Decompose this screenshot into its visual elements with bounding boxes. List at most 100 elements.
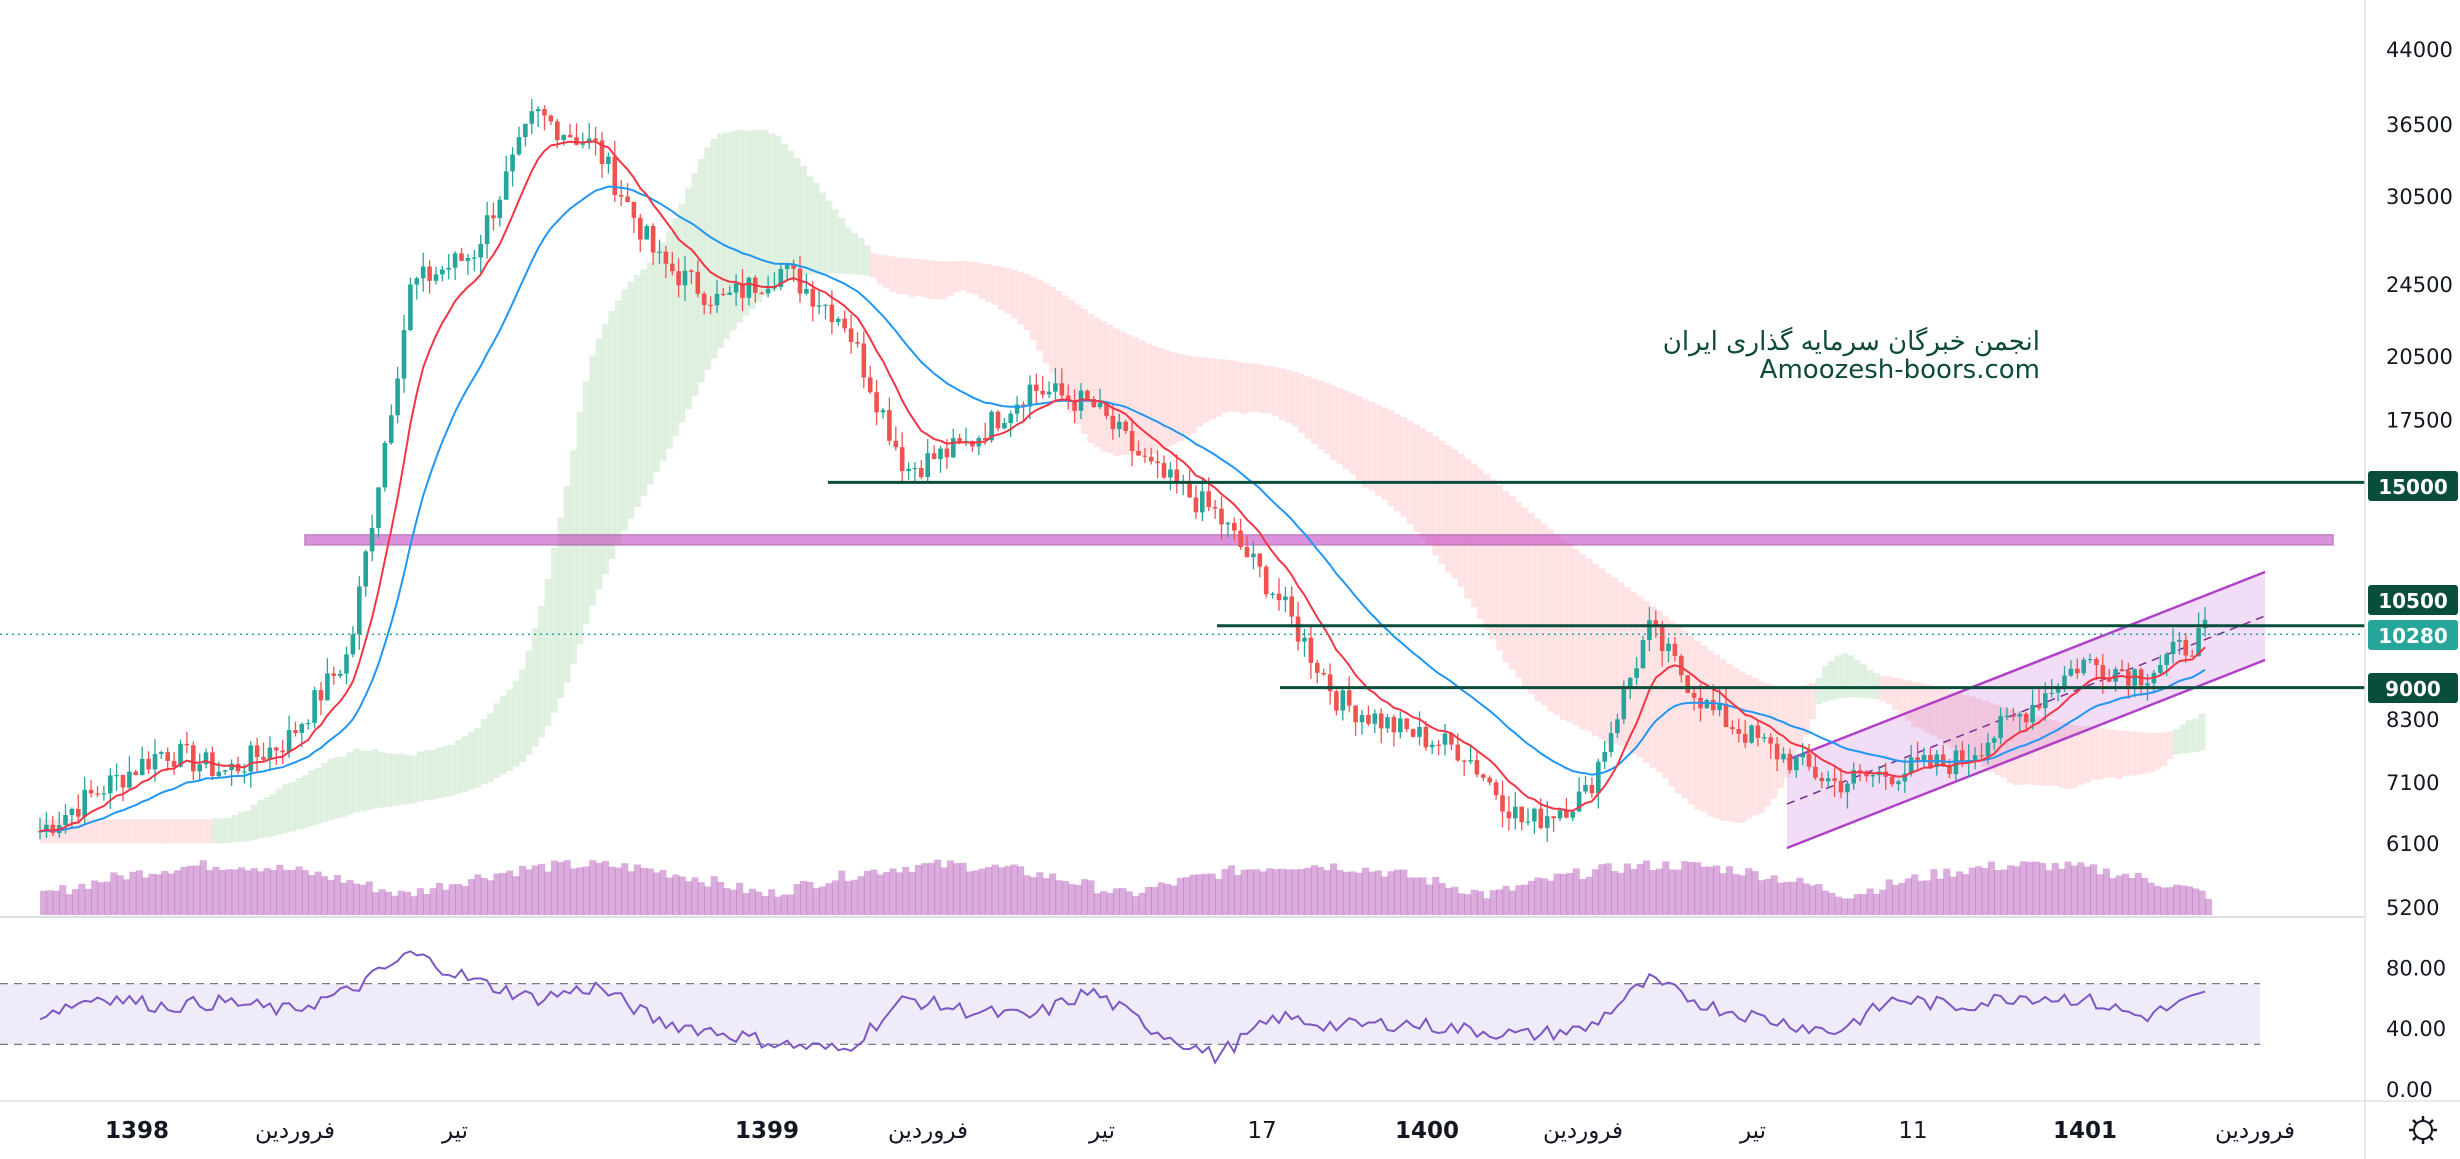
candle-body: [2004, 715, 2010, 717]
candle-body: [574, 137, 579, 145]
ema-slow-line: [39, 185, 2206, 833]
time-tick-label: فروردین: [255, 1118, 335, 1144]
rsi-axis[interactable]: 80.00 40.00 0.00: [2386, 956, 2446, 1102]
candle-body: [1940, 754, 1946, 765]
gear-ring: [2413, 1120, 2433, 1140]
candle-body: [989, 411, 994, 441]
cloud-segment: [1655, 610, 1663, 773]
volume-bar: [1981, 868, 1989, 915]
price-tick-label: 44000: [2386, 38, 2453, 62]
candle-body: [670, 263, 675, 272]
volume-bar: [787, 894, 795, 915]
candle-body: [2017, 713, 2023, 717]
volume-bar: [525, 869, 533, 915]
cloud-segment: [1668, 620, 1676, 787]
volume-bar: [1649, 870, 1657, 915]
cloud-segment: [2019, 712, 2027, 785]
candle-body: [1666, 643, 1671, 651]
volume-bar: [263, 868, 271, 915]
volume-bar: [621, 863, 629, 915]
candle-body: [784, 264, 790, 269]
candle-body: [459, 253, 464, 261]
horizontal-levels[interactable]: [0, 480, 2365, 690]
candle-body: [1723, 703, 1729, 728]
candle-body: [229, 763, 234, 771]
candle-body: [1596, 761, 1601, 794]
cloud-segment: [665, 232, 673, 449]
cloud-segment: [1393, 414, 1401, 512]
cloud-segment: [1413, 424, 1420, 532]
candle-body: [1391, 717, 1397, 733]
candle-body: [337, 673, 343, 676]
candle-body: [931, 453, 937, 460]
volume-bar: [1106, 892, 1114, 915]
volume-bar: [218, 870, 226, 915]
volume-bar: [1445, 887, 1453, 915]
volume-bar: [1259, 871, 1267, 915]
cloud-segment: [2198, 713, 2206, 751]
cloud-segment: [2045, 719, 2053, 786]
volume-bar: [1668, 869, 1676, 915]
volume-bar: [697, 882, 705, 915]
volume-bar: [1266, 868, 1274, 915]
candle-body: [510, 154, 515, 172]
time-tick-label: 1400: [1395, 1118, 1459, 1144]
cloud-segment: [672, 218, 680, 436]
volume-bar: [1087, 880, 1095, 915]
badge-label: 15000: [2378, 475, 2448, 499]
candle-body: [580, 143, 586, 145]
volume-bar: [1885, 879, 1893, 915]
volume-bar: [1630, 869, 1638, 915]
candle-body: [1691, 693, 1697, 698]
candle-body: [312, 690, 317, 723]
volume-bar: [2064, 861, 2072, 915]
time-axis[interactable]: 1398 فروردین تیر 1399 فروردین تیر 17 1400 فروردی…: [105, 1118, 2295, 1144]
candle-body: [727, 292, 732, 295]
candle-body: [1576, 791, 1582, 812]
volume-bar: [1208, 873, 1216, 915]
cloud-segment: [333, 757, 341, 819]
candle-body: [644, 226, 649, 240]
cloud-segment: [65, 819, 73, 844]
cloud-segment: [780, 143, 788, 283]
ascending-channel[interactable]: [1786, 570, 2266, 850]
cloud-segment: [1106, 324, 1114, 453]
gear-icon[interactable]: [2409, 1116, 2437, 1144]
volume-bar: [2147, 882, 2155, 915]
volume-bar: [1987, 861, 1995, 915]
candle-body: [1142, 455, 1148, 457]
cloud-segment: [1547, 529, 1555, 712]
cloud-segment: [1751, 678, 1759, 816]
cloud-segment: [998, 266, 1005, 310]
cloud-segment: [1349, 393, 1357, 474]
cloud-segment: [1240, 362, 1248, 414]
candle-body: [1276, 593, 1282, 601]
candle-body: [1008, 413, 1013, 423]
volume-bar: [269, 870, 277, 915]
cloud-segment: [819, 192, 826, 274]
volume-bar: [71, 889, 79, 915]
volume-bar: [1042, 878, 1050, 915]
cloud-segment: [1630, 591, 1638, 755]
volume-bar: [1521, 884, 1529, 915]
candle-body: [1040, 390, 1045, 395]
cloud-segment: [1489, 479, 1497, 640]
cloud-segment: [1298, 374, 1305, 433]
volume-bar: [633, 864, 641, 915]
volume-bar: [193, 865, 201, 915]
candle-body: [1672, 643, 1678, 656]
price-axis[interactable]: 44000 36500 30500 24500 20500 17500 8300 7100 61…: [2386, 38, 2453, 920]
time-tick-label: تیر: [441, 1118, 468, 1144]
volume-bar: [129, 871, 137, 915]
cloud-segment: [1623, 587, 1631, 751]
volume-bar: [231, 869, 239, 915]
cloud-segment: [595, 338, 603, 590]
cloud-segment: [1093, 317, 1101, 448]
cloud-segment: [1789, 686, 1797, 763]
volume-bar: [65, 894, 73, 915]
volume-bar: [1738, 875, 1746, 915]
candle-body: [599, 140, 605, 164]
candle-body: [638, 217, 643, 240]
cloud-segment: [365, 750, 373, 811]
